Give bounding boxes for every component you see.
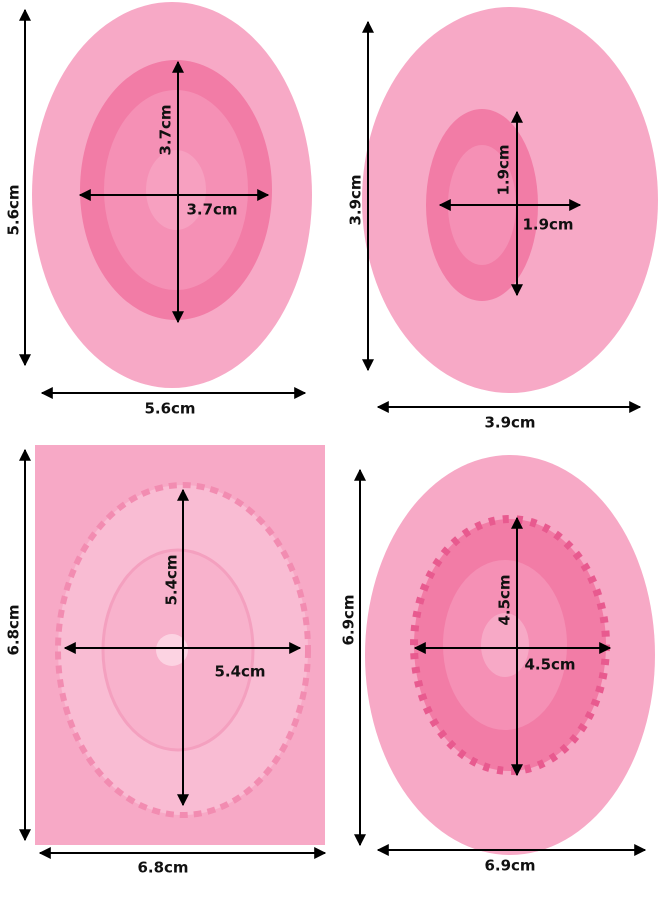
dimension-label: 3.7cm: [157, 104, 175, 155]
dimension-label: 4.5cm: [496, 574, 514, 625]
mold-2: [362, 7, 658, 393]
dimension-label: 4.5cm: [524, 656, 575, 674]
dimension-label: 5.4cm: [214, 663, 265, 681]
dimension-label: 1.9cm: [522, 216, 573, 234]
dimension-label: 5.6cm: [144, 400, 195, 418]
dimension-label: 6.9cm: [340, 594, 358, 645]
dimension-label: 3.7cm: [186, 201, 237, 219]
dimension-label: 1.9cm: [495, 144, 513, 195]
dimension-label: 6.9cm: [484, 857, 535, 875]
dimension-label: 5.4cm: [163, 554, 181, 605]
dimension-label: 3.9cm: [347, 174, 365, 225]
dimension-label: 6.8cm: [137, 859, 188, 877]
dimension-label: 5.6cm: [5, 184, 23, 235]
dimension-label: 3.9cm: [484, 414, 535, 432]
dimension-label: 6.8cm: [5, 604, 23, 655]
mold-4: [365, 455, 655, 855]
mold-3: [35, 445, 325, 845]
